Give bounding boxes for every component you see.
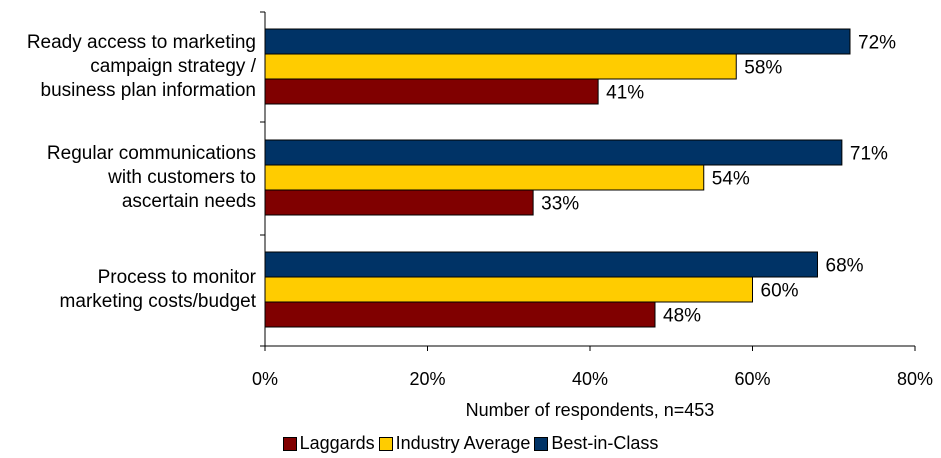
- category-label-0: Ready access to marketing campaign strat…: [27, 31, 256, 103]
- bar-industry-average-0: [265, 54, 736, 79]
- x-tick-label-4: 80%: [897, 369, 933, 389]
- legend-swatch-1: [379, 437, 393, 451]
- category-label-1: Regular communications with customers to…: [47, 142, 256, 214]
- data-label-0-1: 71%: [850, 144, 888, 165]
- bar-laggards-2: [265, 302, 655, 327]
- x-tick-label-1: 20%: [409, 369, 445, 389]
- category-label-2: Process to monitor marketing costs/budge…: [60, 266, 256, 314]
- x-axis-title: Number of respondents, n=453: [265, 400, 915, 421]
- data-label-2-1: 33%: [541, 194, 579, 215]
- data-label-2-2: 48%: [663, 306, 701, 327]
- x-tick-label-3: 60%: [734, 369, 770, 389]
- x-tick-label-0: 0%: [252, 369, 278, 389]
- bar-best-in-class-2: [265, 252, 818, 277]
- legend-item-2: Best-in-Class: [534, 433, 658, 454]
- x-tick-label-2: 40%: [572, 369, 608, 389]
- bar-industry-average-1: [265, 165, 704, 190]
- bar-laggards-0: [265, 79, 598, 104]
- data-label-1-2: 60%: [761, 281, 799, 302]
- bar-industry-average-2: [265, 277, 753, 302]
- data-label-0-2: 68%: [826, 256, 864, 277]
- bar-best-in-class-1: [265, 140, 842, 165]
- bar-best-in-class-0: [265, 29, 850, 54]
- legend-swatch-2: [534, 437, 548, 451]
- legend-label-1: Industry Average: [396, 433, 531, 454]
- data-label-0-0: 72%: [858, 33, 896, 54]
- legend-item-0: Laggards: [283, 433, 375, 454]
- data-label-2-0: 41%: [606, 83, 644, 104]
- legend-label-2: Best-in-Class: [551, 433, 658, 454]
- legend-item-1: Industry Average: [379, 433, 531, 454]
- data-label-1-1: 54%: [712, 169, 750, 190]
- bar-laggards-1: [265, 190, 533, 215]
- legend-label-0: Laggards: [300, 433, 375, 454]
- legend-swatch-0: [283, 437, 297, 451]
- data-label-1-0: 58%: [744, 58, 782, 79]
- legend: Laggards Industry Average Best-in-Class: [0, 433, 941, 456]
